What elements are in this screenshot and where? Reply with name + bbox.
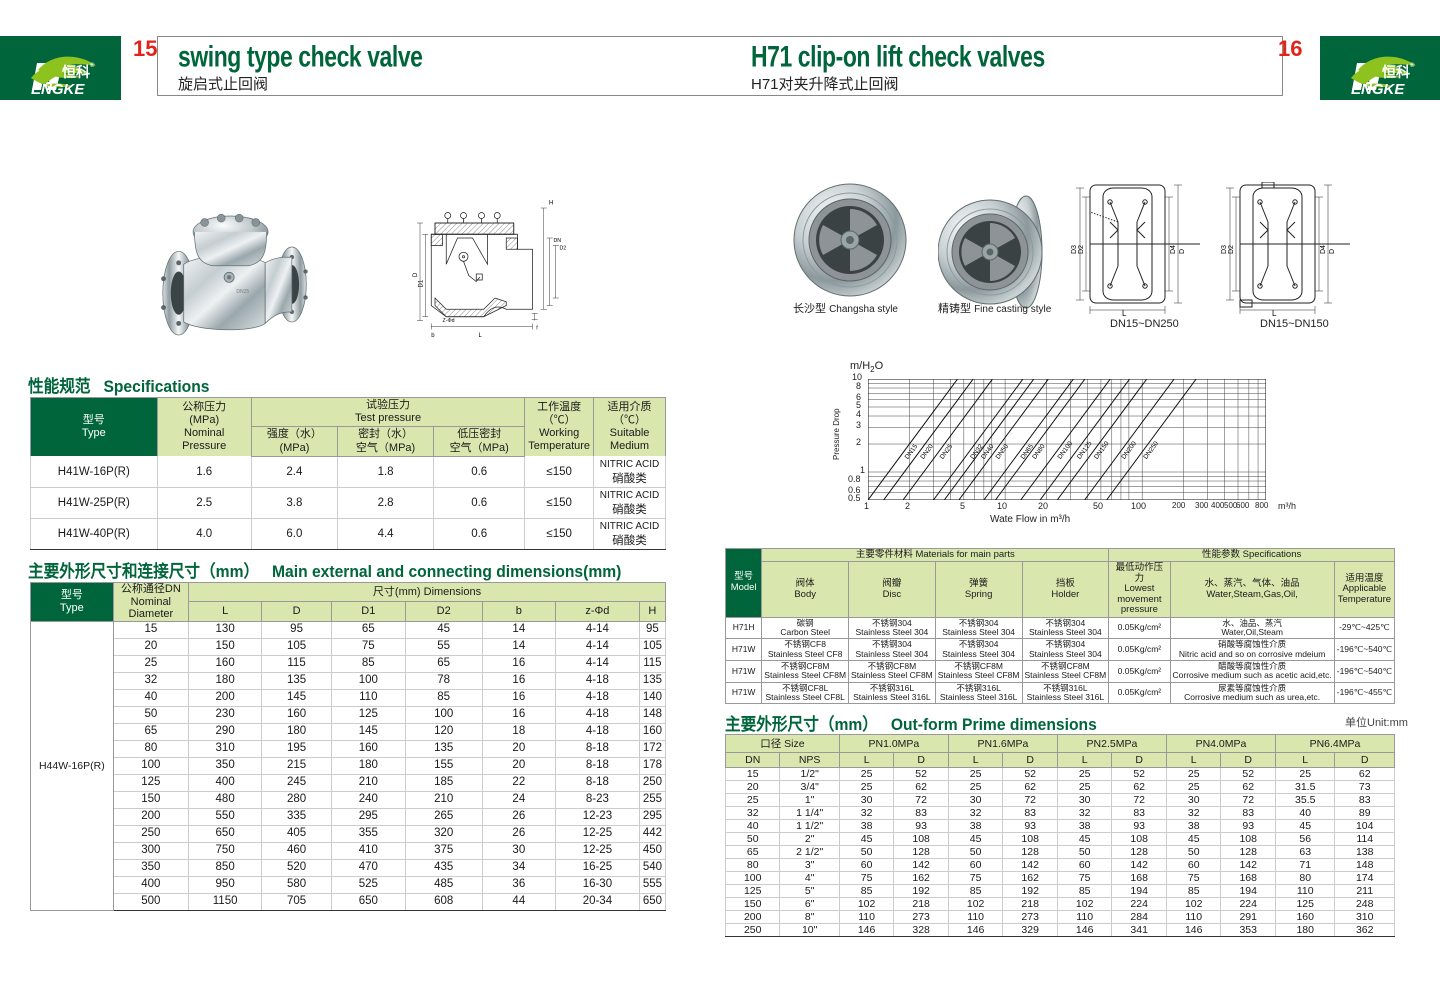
svg-text:D4: D4	[1170, 245, 1177, 254]
svg-text:D3: D3	[1071, 245, 1078, 254]
svg-text:L: L	[479, 333, 483, 339]
svg-text:D2: D2	[1078, 245, 1085, 254]
svg-text:b: b	[431, 333, 435, 339]
svg-text:Z-Φd: Z-Φd	[443, 318, 455, 324]
svg-text:DN25: DN25	[236, 289, 249, 295]
svg-text:DN250: DN250	[1142, 440, 1160, 461]
svg-text:DN125: DN125	[1076, 440, 1094, 461]
svg-text:f: f	[536, 326, 538, 332]
svg-text:DN20: DN20	[919, 443, 935, 461]
svg-text:DN200: DN200	[1120, 440, 1138, 461]
svg-text:L: L	[1122, 309, 1127, 317]
svg-text:D: D	[1179, 249, 1186, 254]
svg-text:D4: D4	[1320, 245, 1327, 254]
svg-text:D2: D2	[1228, 245, 1235, 254]
svg-text:DN40: DN40	[980, 443, 996, 461]
svg-text:D3: D3	[1221, 245, 1228, 254]
svg-text:L: L	[1272, 309, 1277, 317]
svg-text:H: H	[549, 200, 553, 206]
svg-text:DN80: DN80	[1031, 443, 1047, 461]
svg-text:DN15: DN15	[904, 443, 920, 461]
svg-text:D2: D2	[560, 245, 567, 251]
svg-text:DN50: DN50	[995, 443, 1011, 461]
svg-text:DN150: DN150	[1093, 440, 1111, 461]
svg-text:DN25: DN25	[939, 443, 955, 461]
svg-text:D: D	[1329, 249, 1336, 254]
svg-text:D1: D1	[418, 279, 424, 287]
svg-text:DN: DN	[554, 238, 562, 244]
svg-text:D: D	[413, 272, 419, 277]
